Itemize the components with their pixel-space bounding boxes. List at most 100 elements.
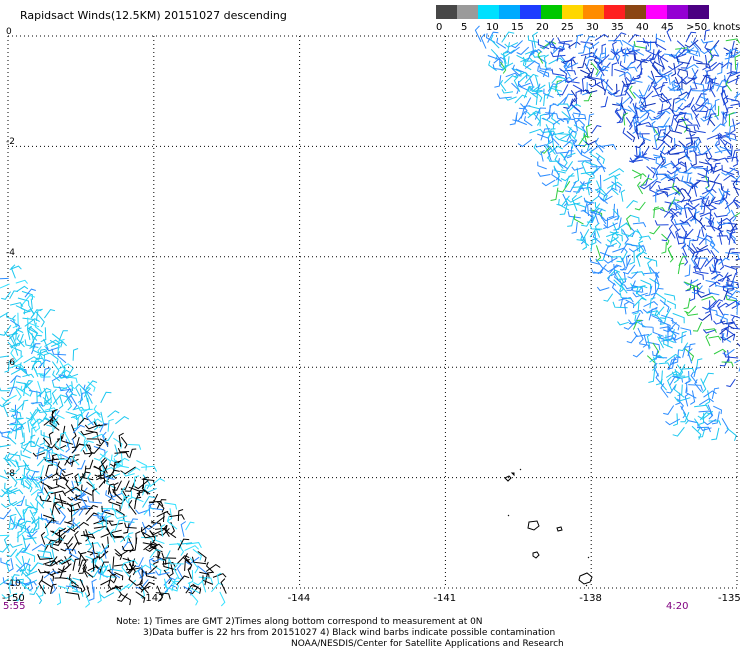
wind-barb — [623, 112, 629, 126]
wind-barb — [677, 166, 692, 174]
wind-barb — [206, 561, 215, 574]
wind-barb — [607, 89, 620, 96]
wind-barb — [35, 418, 41, 432]
wind-barb — [91, 578, 97, 593]
wind-barb — [708, 54, 719, 64]
wind-barb — [722, 332, 732, 343]
wind-barb — [142, 484, 151, 496]
wind-barb — [693, 76, 698, 90]
wind-barb — [686, 142, 691, 155]
wind-barb — [563, 93, 574, 105]
wind-barb — [634, 201, 646, 211]
wind-barb — [51, 410, 60, 426]
wind-barb — [86, 512, 99, 522]
wind-barb — [63, 536, 74, 545]
wind-barb — [632, 222, 647, 228]
wind-barb — [709, 77, 720, 85]
wind-barb — [504, 75, 518, 84]
wind-barb — [107, 410, 120, 418]
wind-barb — [71, 584, 83, 594]
wind-barb — [73, 521, 90, 531]
wind-barb — [571, 194, 578, 212]
wind-barb — [71, 542, 82, 552]
wind-barb — [59, 527, 76, 537]
wind-barb — [557, 103, 570, 109]
wind-barb — [8, 574, 20, 585]
wind-barb — [44, 390, 52, 404]
wind-barb — [72, 517, 81, 529]
wind-barb — [77, 404, 93, 411]
wind-barb — [58, 330, 68, 341]
wind-barb — [600, 74, 608, 85]
wind-barb — [718, 217, 731, 224]
wind-barb — [658, 334, 673, 340]
wind-barb — [560, 161, 574, 172]
wind-barb — [9, 265, 22, 270]
wind-barb — [499, 61, 507, 74]
wind-barb — [109, 532, 123, 538]
wind-barb — [716, 61, 723, 75]
wind-barb — [65, 479, 74, 494]
wind-barb — [614, 52, 620, 64]
wind-barb — [148, 502, 154, 517]
wind-barb — [143, 507, 154, 516]
wind-barb — [65, 548, 77, 555]
wind-barb — [78, 552, 87, 566]
wind-barb — [693, 125, 706, 134]
wind-barb — [659, 147, 676, 155]
wind-barb — [121, 562, 131, 578]
wind-barb — [11, 330, 18, 347]
wind-barb — [117, 453, 123, 469]
wind-barb — [726, 97, 740, 108]
wind-barb — [671, 79, 676, 92]
wind-barb — [27, 325, 38, 341]
wind-barb — [708, 114, 716, 127]
wind-barb — [704, 233, 716, 246]
wind-barb — [43, 487, 51, 502]
wind-barb — [10, 410, 18, 425]
wind-barb — [184, 553, 193, 566]
wind-barb — [199, 571, 210, 579]
wind-barb — [77, 473, 82, 486]
wind-barb — [673, 79, 684, 91]
wind-barb — [685, 387, 697, 399]
wind-barb — [709, 85, 716, 98]
wind-barb — [721, 85, 728, 97]
wind-barb — [595, 174, 602, 191]
wind-barb — [714, 98, 720, 111]
wind-barb — [702, 329, 717, 334]
wind-barb — [0, 312, 9, 318]
wind-barb — [649, 297, 656, 309]
wind-barb — [515, 115, 527, 126]
wind-barb — [35, 311, 45, 328]
wind-barb — [684, 39, 699, 48]
wind-barb — [57, 351, 67, 364]
wind-barb — [573, 202, 587, 213]
wind-barb — [684, 393, 690, 407]
wind-barb — [639, 105, 650, 119]
wind-barb — [674, 169, 680, 182]
wind-barb — [51, 527, 65, 537]
wind-barb — [10, 375, 21, 384]
wind-barb — [722, 348, 735, 356]
wind-barb — [665, 370, 681, 378]
wind-barb — [164, 502, 178, 510]
wind-barb — [23, 382, 33, 397]
wind-barb — [92, 433, 106, 439]
wind-barb — [677, 102, 692, 111]
wind-barb — [109, 460, 122, 467]
wind-barb — [629, 157, 643, 163]
colorbar-unit-label: knots — [713, 22, 740, 33]
wind-barb — [670, 215, 679, 232]
wind-barb — [548, 41, 564, 50]
wind-barb — [480, 33, 487, 49]
wind-barb — [70, 413, 84, 419]
wind-barb — [563, 61, 571, 77]
wind-barb — [667, 327, 674, 343]
wind-barb — [197, 551, 207, 563]
wind-barb — [85, 555, 96, 565]
wind-barb — [0, 444, 11, 448]
wind-barb — [518, 97, 532, 110]
wind-barb — [42, 543, 52, 558]
wind-barb — [141, 524, 153, 532]
